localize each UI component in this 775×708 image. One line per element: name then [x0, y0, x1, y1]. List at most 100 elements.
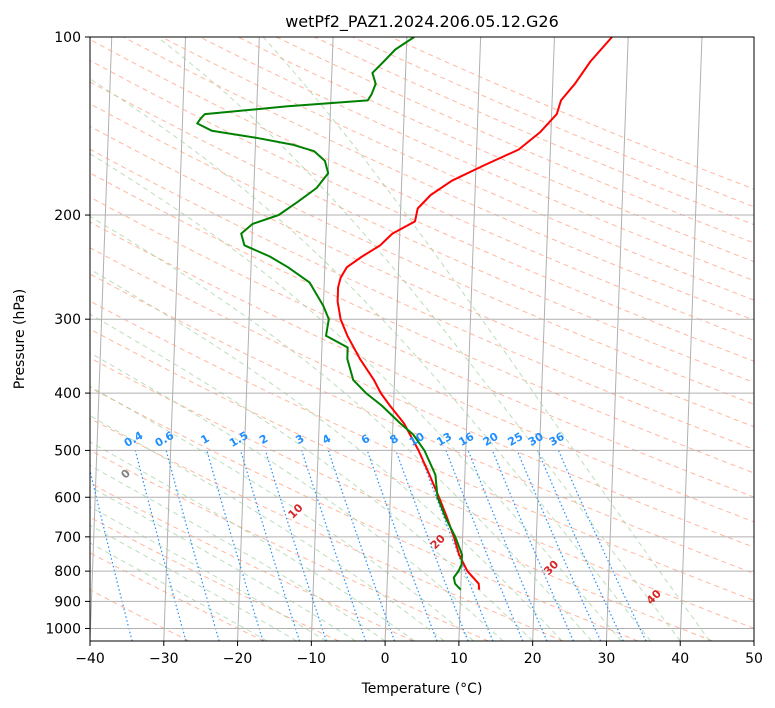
mixing-ratio-label: 1.5: [227, 429, 250, 450]
y-tick-label: 700: [54, 530, 81, 546]
isotherm-line: [458, 37, 482, 641]
moist-adiabat-line: [156, 37, 681, 641]
temperature-trace: [336, 37, 613, 590]
isotherm-line: [753, 627, 754, 641]
x-tick-label: 40: [671, 651, 689, 667]
chart-title: wetPf2_PAZ1.2024.206.05.12.G26: [285, 12, 559, 32]
x-tick-label: −40: [75, 651, 105, 667]
dry-adiabat-line: [199, 37, 754, 282]
isotherm-line: [679, 37, 703, 641]
x-axis: −40 −30 −20 −10 0 10 20 30 40 50: [75, 641, 763, 667]
dry-adiabat-line: [90, 300, 754, 602]
x-tick-label: 0: [381, 651, 390, 667]
moist-adiabat-line: [90, 506, 327, 641]
moist-adiabat-line: [90, 415, 445, 641]
profile-traces: [196, 37, 613, 591]
dry-adiabat-line: [275, 37, 754, 244]
dry-adiabat-line: [90, 125, 754, 428]
moist-adiabat-line: [90, 268, 563, 641]
y-tick-label: 200: [54, 208, 81, 224]
mixing-ratio-line: [395, 450, 469, 641]
x-tick-label: −30: [149, 651, 179, 667]
y-tick-label: 400: [54, 386, 81, 402]
y-tick-label: 1000: [45, 621, 81, 637]
mixing-ratio-label: 30: [526, 430, 546, 449]
dry-adiabat-line: [90, 81, 754, 384]
y-tick-label: 300: [54, 312, 81, 328]
dry-adiabat-line: [90, 196, 754, 498]
y-axis-label: Pressure (hPa): [12, 289, 28, 389]
moist-adiabat-line: [90, 78, 652, 641]
dry-adiabat-line: [390, 37, 754, 190]
isotherm-line: [532, 37, 555, 641]
x-tick-label: 10: [450, 651, 468, 667]
dry-adiabat-line: [237, 37, 754, 263]
dry-adiabat-line: [352, 37, 754, 208]
x-tick-label: 50: [745, 651, 763, 667]
mixing-ratio-label: 2: [257, 432, 270, 447]
dry-adiabat-line: [90, 417, 564, 641]
mixing-ratio-label: 4: [320, 432, 333, 447]
mixing-ratio-label: 20: [481, 430, 501, 449]
moist-adiabat-line: [90, 464, 386, 641]
background-lines: [90, 37, 754, 641]
mixing-ratio-label: 25: [506, 430, 526, 449]
y-tick-label: 500: [54, 443, 81, 459]
moist-adiabat-line: [90, 153, 622, 641]
mixing-ratio-label: 6: [359, 432, 372, 447]
moist-adiabat-label: 20: [428, 532, 448, 552]
y-axis: 100 200 300 400 500 600 700 800 900 1000: [45, 30, 90, 637]
isobar-grid: [90, 37, 754, 629]
dry-adiabat-line: [90, 148, 754, 451]
moist-adiabat-line: [90, 215, 593, 641]
mixing-ratio-line: [165, 450, 220, 641]
dry-adiabat-line: [90, 589, 190, 641]
dry-adiabat-line: [90, 247, 754, 548]
mixing-ratio-line: [366, 450, 438, 641]
dry-adiabat-line: [90, 449, 489, 641]
mixing-ratio-line: [134, 450, 187, 641]
x-tick-label: 20: [524, 651, 542, 667]
moist-adiabat-line: [90, 441, 415, 641]
isotherm-line: [163, 37, 187, 641]
isotherm-line: [384, 37, 408, 641]
mixing-ratio-line: [240, 450, 301, 641]
moist-adiabat-line: [90, 352, 504, 641]
dry-adiabat-line: [90, 172, 754, 474]
dry-adiabat-line: [90, 103, 754, 405]
dry-adiabat-line: [90, 60, 754, 362]
mixing-ratio-label: 3: [293, 432, 306, 447]
x-axis-label: Temperature (°C): [361, 681, 483, 697]
dry-adiabat-line: [161, 37, 754, 301]
isotherm-line: [605, 37, 629, 641]
mixing-ratio-line: [516, 450, 602, 641]
x-tick-label: 30: [598, 651, 616, 667]
moist-adiabat-line: [90, 524, 297, 641]
isotherm-line: [90, 37, 113, 641]
dry-adiabat-line: [123, 37, 754, 321]
moist-adiabat-label: 0: [118, 467, 133, 482]
y-tick-label: 900: [54, 594, 81, 610]
mixing-ratio-label: 13: [434, 430, 454, 449]
mixing-ratio-label: 0.6: [153, 429, 177, 450]
x-tick-label: −20: [223, 651, 253, 667]
plot-frame: [89, 36, 755, 642]
mixing-ratio-line: [264, 450, 327, 641]
moist-adiabat-line: [262, 37, 711, 641]
y-tick-label: 800: [54, 564, 81, 580]
mixing-ratio-line: [491, 450, 575, 641]
dry-adiabat-line: [90, 273, 754, 575]
mixing-ratio-line: [90, 467, 133, 641]
y-tick-label: 600: [54, 490, 81, 506]
y-tick-label: 100: [54, 30, 81, 46]
moist-adiabat-label: 40: [644, 587, 664, 607]
mixing-ratio-line: [557, 450, 647, 641]
mixing-ratio-line: [301, 450, 367, 641]
moist-adiabat-line: [90, 385, 474, 641]
mixing-ratio-line: [206, 450, 264, 641]
dry-adiabat-line: [90, 387, 638, 641]
mixing-ratio-line: [445, 450, 524, 641]
mixing-ratio-line: [467, 450, 548, 641]
moist-adiabat-line: [90, 313, 534, 641]
